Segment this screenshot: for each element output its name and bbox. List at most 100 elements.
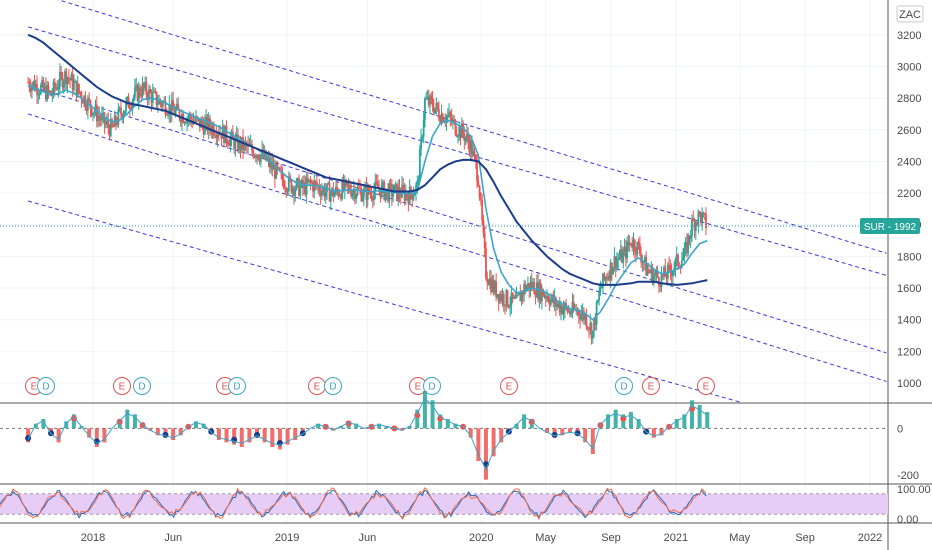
candle-body [598, 291, 601, 301]
candle-body [370, 193, 373, 199]
candle-body [287, 176, 290, 191]
candle-body [403, 188, 406, 201]
candle-body [70, 74, 73, 81]
candle-body [164, 100, 167, 114]
stochastic-pane[interactable]: 100.00 0.00 [0, 484, 931, 526]
candle-body [525, 287, 528, 292]
oscillator-bar [316, 423, 321, 429]
oscillator-bar [216, 428, 221, 440]
candle-body [346, 180, 349, 186]
oscillator-bar [476, 428, 481, 461]
candle-body [569, 310, 571, 315]
candle-body [215, 135, 218, 139]
candle-body [100, 114, 103, 121]
candle-body [137, 87, 140, 101]
symbol-price-tag-text: SUR - 1992 [864, 222, 917, 233]
time-axis[interactable]: 2018 Jun 2019 Jun 2020 May Sep 2021 May Sep 2022 [81, 532, 882, 544]
candle-body [432, 106, 435, 113]
candle-body [465, 134, 468, 138]
candle-body [109, 119, 112, 137]
candle-body [562, 309, 565, 314]
candle-body [340, 195, 342, 199]
candle-body [530, 281, 533, 288]
candle-body [284, 188, 286, 190]
candle-body [190, 114, 192, 120]
candle-body [254, 155, 257, 158]
candle-body [27, 82, 30, 84]
candle-body [529, 281, 532, 291]
candle-body [57, 86, 60, 90]
price-axis[interactable]: 1000120014001600180020002200240026002800… [897, 30, 921, 390]
candle-body [69, 78, 71, 81]
candle-body [636, 241, 639, 255]
candle-body [98, 115, 101, 118]
candle-body [336, 186, 339, 191]
oscillator-bar [201, 423, 206, 429]
candle-body [516, 294, 519, 296]
candle-body [322, 187, 325, 191]
candle-body [493, 281, 496, 293]
oscillator-bar [430, 400, 435, 429]
candle-body [605, 277, 608, 280]
oscillator-pane[interactable]: 0 -200 [0, 391, 919, 482]
candle-body [376, 183, 379, 189]
oscillator-bar [682, 414, 687, 429]
oscillator-bar [277, 428, 282, 450]
oscillator-bar [171, 428, 176, 440]
candle-body [216, 134, 219, 139]
candle-body [600, 286, 603, 289]
candle-body [76, 83, 79, 97]
candle-body [555, 297, 557, 307]
candle-body [273, 165, 276, 179]
candle-body [415, 184, 417, 194]
candle-body [478, 186, 481, 199]
candle-body [542, 289, 545, 297]
candle-body [97, 115, 99, 122]
oscillator-bar [453, 423, 458, 429]
candle-body [237, 134, 239, 151]
oscillator-bar [377, 423, 382, 429]
candle-body [201, 119, 204, 125]
candle-body [696, 222, 698, 225]
candle-body [577, 309, 580, 316]
oscillator-bar [636, 419, 641, 429]
candle-body [318, 185, 321, 192]
trend-channel-lines [27, 0, 887, 403]
candle-body [602, 273, 604, 287]
candle-body [59, 72, 61, 87]
oscillator-bar [674, 419, 679, 429]
candle-body [271, 161, 274, 170]
candle-body [229, 138, 232, 146]
candle-body [532, 282, 534, 288]
oscillator-dot [551, 431, 558, 438]
candle-body [233, 138, 236, 150]
candle-body [173, 109, 176, 115]
candle-body [664, 266, 667, 277]
candle-body [379, 189, 382, 198]
oscillator-bar [522, 414, 527, 429]
candle-body [670, 271, 673, 277]
candle-body [345, 179, 347, 181]
candle-body [309, 179, 312, 183]
candle-body [422, 120, 425, 137]
candle-body [298, 178, 300, 196]
price-tick-label: 1600 [897, 283, 921, 295]
currency-label: ZAC [899, 9, 921, 21]
oscillator-bar [354, 423, 359, 429]
oscillator-bar [270, 428, 275, 447]
candle-body [624, 246, 627, 259]
candle-body [293, 187, 295, 196]
candle-body [658, 277, 660, 286]
candle-body [252, 150, 255, 158]
candle-body [651, 267, 654, 284]
candle-body [566, 306, 569, 312]
candle-body [226, 141, 229, 145]
candle-body [67, 77, 70, 79]
event-marker-label: D [233, 382, 240, 393]
candle-body [652, 275, 655, 284]
price-pane[interactable] [0, 0, 888, 402]
price-tick-label: 1200 [897, 346, 921, 358]
candle-body [193, 121, 196, 123]
candle-body [198, 118, 201, 128]
